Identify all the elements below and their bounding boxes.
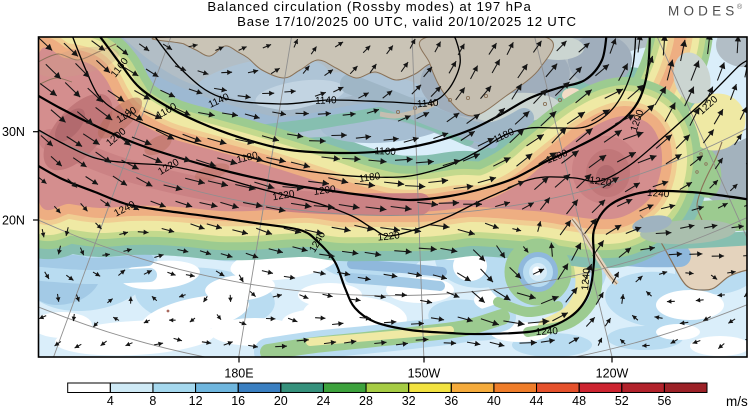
svg-text:12: 12	[189, 394, 203, 408]
svg-text:16: 16	[231, 394, 245, 408]
svg-text:40: 40	[487, 394, 501, 408]
svg-text:4: 4	[107, 394, 114, 408]
svg-text:150W: 150W	[408, 367, 441, 381]
svg-text:1240: 1240	[647, 188, 670, 201]
svg-text:32: 32	[402, 394, 416, 408]
svg-text:1180: 1180	[236, 150, 260, 166]
svg-text:m/s: m/s	[726, 394, 748, 408]
svg-text:56: 56	[657, 394, 671, 408]
svg-text:20N: 20N	[2, 214, 25, 228]
svg-text:®: ®	[737, 3, 743, 11]
svg-text:180E: 180E	[224, 367, 253, 381]
svg-text:1240: 1240	[535, 326, 558, 338]
svg-text:Balanced circulation (Rossby m: Balanced circulation (Rossby modes) at 1…	[207, 0, 531, 14]
svg-text:28: 28	[359, 394, 373, 408]
svg-text:120W: 120W	[596, 367, 629, 381]
svg-text:24: 24	[316, 394, 330, 408]
svg-text:44: 44	[530, 394, 544, 408]
svg-text:52: 52	[615, 394, 629, 408]
svg-text:1220: 1220	[272, 189, 296, 204]
svg-text:Base 17/10/2025 00 UTC, valid: Base 17/10/2025 00 UTC, valid 20/10/2025…	[237, 14, 577, 29]
svg-text:20: 20	[274, 394, 288, 408]
svg-text:36: 36	[444, 394, 458, 408]
svg-text:1140: 1140	[417, 98, 440, 111]
svg-text:48: 48	[572, 394, 586, 408]
svg-text:1200: 1200	[313, 184, 337, 198]
svg-text:MODES: MODES	[668, 4, 739, 19]
svg-text:1180: 1180	[358, 171, 381, 185]
svg-text:1240: 1240	[580, 267, 593, 291]
svg-text:30N: 30N	[2, 125, 25, 139]
svg-text:1220: 1220	[377, 230, 401, 243]
svg-text:8: 8	[149, 394, 156, 408]
svg-text:1160: 1160	[374, 146, 396, 158]
svg-text:1140: 1140	[315, 95, 337, 107]
